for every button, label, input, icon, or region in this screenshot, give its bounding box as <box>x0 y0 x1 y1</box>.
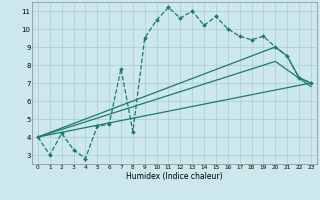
X-axis label: Humidex (Indice chaleur): Humidex (Indice chaleur) <box>126 172 223 181</box>
